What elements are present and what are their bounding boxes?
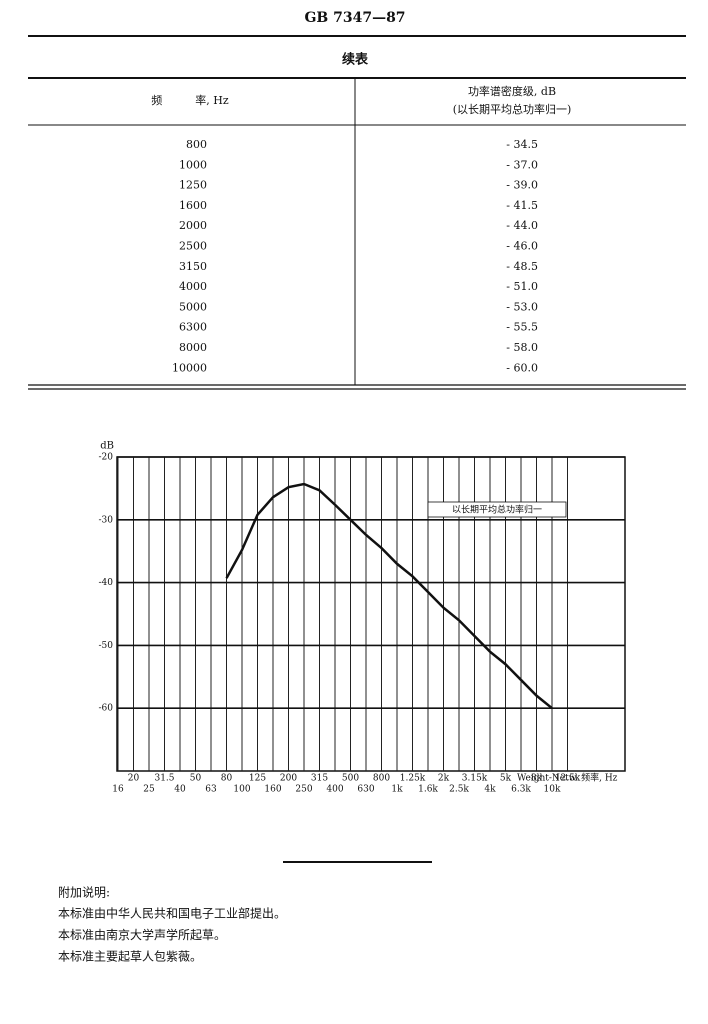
x-tick-label: 400: [326, 785, 343, 795]
level-cell: - 51.0: [506, 280, 538, 293]
frequency-cell: 2000: [179, 219, 207, 232]
x-tick-label: 40: [174, 785, 186, 795]
level-cell: - 48.5: [506, 260, 538, 273]
table-caption: 续表: [342, 52, 369, 68]
y-axis-label: dB: [100, 441, 114, 452]
y-tick-label: -40: [99, 578, 114, 588]
x-tick-label: 125: [249, 774, 266, 784]
note-line: 本标准主要起草人包紫薇。: [58, 950, 202, 964]
x-tick-label: 80: [221, 774, 233, 784]
x-tick-label: 63: [205, 785, 217, 795]
x-tick-label: 315: [311, 774, 328, 784]
x-tick-label: 1.6k: [418, 785, 438, 795]
x-tick-label: 2k: [438, 774, 450, 784]
frequency-cell: 1000: [179, 158, 207, 171]
x-tick-label: 500: [342, 774, 359, 784]
note-line: 本标准由南京大学声学所起草。: [58, 927, 226, 942]
note-line: 本标准由中华人民共和国电子工业部提出。: [58, 906, 286, 921]
frequency-cell: 2500: [179, 240, 207, 253]
level-cell: - 37.0: [506, 158, 538, 171]
y-tick-label: -50: [99, 641, 114, 651]
x-tick-label: 20: [128, 774, 140, 784]
frequency-cell: 4000: [179, 280, 207, 293]
frequency-cell: 800: [186, 138, 207, 151]
curve: [225, 482, 553, 710]
frequency-cell: 5000: [179, 300, 207, 313]
x-tick-label: 5k: [500, 774, 512, 784]
x-tick-label: 50: [190, 774, 202, 784]
level-cell: - 53.0: [506, 300, 538, 313]
frequency-cell: 10000: [172, 361, 207, 374]
y-tick-label: -20: [99, 453, 114, 463]
level-cell: - 34.5: [506, 138, 538, 151]
column-header: 功率谱密度级, dB: [468, 84, 556, 98]
x-tick-label: 2.5k: [449, 785, 469, 795]
level-cell: - 44.0: [506, 219, 538, 232]
frequency-cell: 3150: [179, 260, 207, 273]
level-cell: - 60.0: [506, 361, 538, 374]
x-tick-label: 16: [112, 785, 124, 795]
x-tick-label: 6.3k: [511, 785, 531, 795]
column-header: (以长期平均总功率归一): [453, 102, 572, 116]
y-tick-label: -60: [99, 704, 114, 714]
level-cell: - 41.5: [506, 199, 538, 212]
x-tick-label: 1.25k: [400, 774, 426, 784]
level-cell: - 55.5: [506, 321, 538, 334]
x-tick-label: 250: [295, 785, 312, 795]
frequency-cell: 1600: [179, 199, 207, 212]
x-tick-label: 4k: [484, 785, 496, 795]
annotation-box: [427, 501, 567, 518]
x-tick-label: 8k: [531, 774, 543, 784]
x-tick-label: 100: [233, 785, 250, 795]
y-tick-label: -30: [99, 515, 114, 525]
level-cell: - 46.0: [506, 240, 538, 253]
x-tick-label: 200: [280, 774, 297, 784]
doc-code: GB 7347—87: [304, 10, 405, 26]
x-tick-label: 800: [373, 774, 390, 784]
frequency-cell: 1250: [179, 179, 207, 192]
level-cell: - 58.0: [506, 341, 538, 354]
x-tick-label: 630: [357, 785, 374, 795]
x-tick-label: 3.15k: [462, 774, 488, 784]
notes-title: 附加说明:: [58, 885, 110, 900]
x-axis-label: Weight-Netw. 频率, Hz: [517, 772, 618, 784]
frequency-cell: 6300: [179, 321, 207, 334]
x-tick-label: 25: [143, 785, 155, 795]
level-cell: - 39.0: [506, 179, 538, 192]
x-tick-label: 1k: [391, 785, 403, 795]
x-tick-label: 10k: [544, 785, 561, 795]
x-tick-label: 31.5: [154, 774, 174, 784]
annotation: 以长期平均总功率归一: [452, 504, 542, 516]
frequency-cell: 8000: [179, 341, 207, 354]
x-tick-label: 12.5k: [555, 774, 581, 784]
x-tick-label: 160: [264, 785, 281, 795]
column-header: 频 率, Hz: [151, 93, 229, 107]
